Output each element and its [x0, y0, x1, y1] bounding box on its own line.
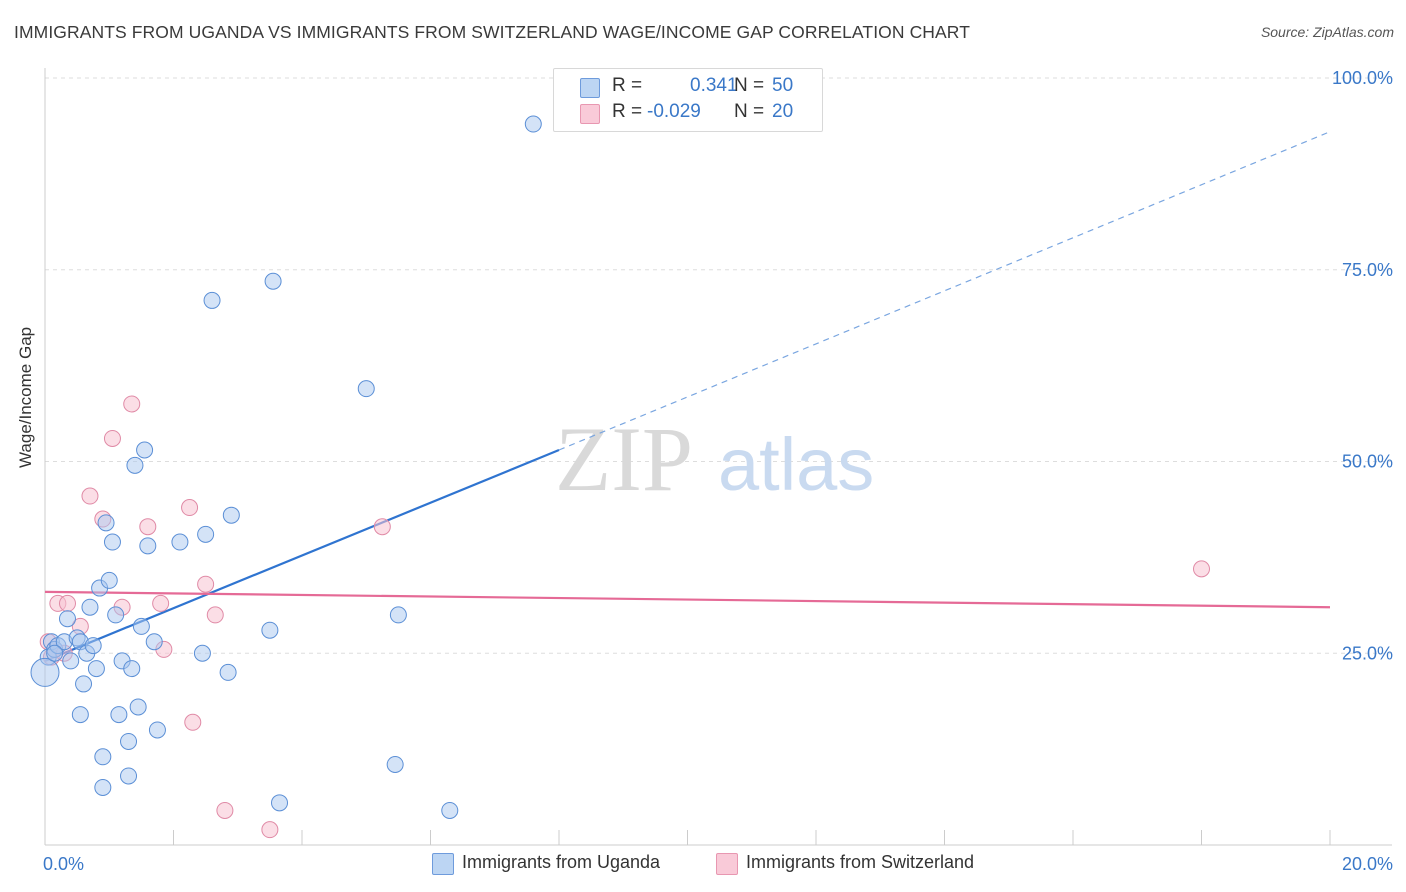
uganda-point	[46, 644, 64, 662]
uganda-point	[136, 441, 154, 459]
y-tick-label: 100.0%	[1332, 68, 1393, 88]
watermark-zip: ZIP	[555, 408, 693, 510]
uganda-point	[94, 748, 112, 766]
uganda-point	[441, 801, 459, 819]
source-label: Source: ZipAtlas.com	[1260, 24, 1394, 40]
correlation-legend: R = 0.341 N = 50 R = -0.029 N = 20	[553, 68, 823, 132]
tick-labels: 25.0% 50.0% 75.0% 100.0% 0.0% 20.0%	[43, 68, 1393, 874]
uganda-point	[129, 698, 147, 716]
legend-swatch-switzerland	[580, 104, 600, 124]
uganda-point	[94, 778, 112, 796]
uganda-point	[197, 525, 215, 543]
uganda-point	[271, 794, 289, 812]
bottom-legend-swatch-uganda	[432, 853, 454, 875]
uganda-point	[110, 706, 128, 724]
uganda-point	[84, 637, 102, 655]
data-points	[30, 115, 1210, 839]
switzerland-point	[216, 801, 234, 819]
uganda-point	[100, 571, 118, 589]
switzerland-point	[81, 487, 99, 505]
uganda-point	[87, 660, 105, 678]
uganda-point	[62, 652, 80, 670]
trend-line-uganda-extension	[558, 131, 1331, 451]
uganda-point	[30, 657, 60, 687]
uganda-point	[103, 533, 121, 551]
uganda-point	[107, 606, 125, 624]
uganda-point	[126, 456, 144, 474]
switzerland-point	[58, 594, 76, 612]
uganda-point	[193, 644, 211, 662]
switzerland-point	[1193, 560, 1210, 578]
bottom-legend-label-switzerland: Immigrants from Switzerland	[746, 852, 975, 872]
uganda-point	[203, 291, 221, 309]
switzerland-point	[184, 713, 202, 731]
uganda-point	[75, 675, 93, 693]
uganda-point	[148, 721, 166, 739]
chart-title: IMMIGRANTS FROM UGANDA VS IMMIGRANTS FRO…	[14, 22, 971, 42]
legend-swatch-uganda	[580, 78, 600, 98]
uganda-point	[171, 533, 189, 551]
uganda-point	[58, 610, 76, 628]
uganda-point	[219, 663, 237, 681]
y-tick-label: 25.0%	[1342, 643, 1393, 663]
legend-n-label: N =	[734, 101, 765, 122]
bottom-legend-label-uganda: Immigrants from Uganda	[462, 852, 661, 872]
uganda-point	[132, 617, 150, 635]
bottom-legend-swatch-switzerland	[716, 853, 738, 875]
watermark-atlas: atlas	[718, 423, 874, 506]
uganda-point	[389, 606, 407, 624]
y-tick-label: 75.0%	[1342, 260, 1393, 280]
switzerland-point	[123, 395, 141, 413]
switzerland-point	[206, 606, 224, 624]
uganda-point	[120, 767, 138, 785]
uganda-point	[264, 272, 282, 290]
switzerland-point	[197, 575, 215, 593]
legend-r-label: R =	[612, 75, 643, 96]
legend-n-value: 20	[772, 101, 794, 122]
uganda-point	[145, 633, 163, 651]
legend-n-value: 50	[772, 75, 794, 96]
trend-line-switzerland	[44, 590, 1331, 609]
uganda-point	[139, 537, 157, 555]
legend-n-label: N =	[734, 75, 765, 96]
uganda-point	[222, 506, 240, 524]
y-tick-label: 50.0%	[1342, 452, 1393, 472]
switzerland-point	[261, 821, 279, 839]
uganda-point	[97, 514, 115, 532]
switzerland-point	[103, 429, 121, 447]
axes	[44, 68, 1392, 846]
legend-r-value: -0.029	[647, 101, 701, 122]
uganda-point	[386, 755, 404, 773]
uganda-point	[123, 660, 141, 678]
y-axis-label: Wage/Income Gap	[16, 326, 35, 468]
switzerland-point	[181, 499, 199, 517]
uganda-point	[120, 732, 138, 750]
switzerland-point	[373, 518, 391, 536]
switzerland-point	[152, 594, 170, 612]
legend-r-label: R =	[612, 101, 643, 122]
switzerland-point	[139, 518, 157, 536]
legend-r-value: 0.341	[690, 75, 738, 96]
x-tick-label: 20.0%	[1342, 854, 1393, 874]
trend-lines	[44, 131, 1331, 662]
uganda-point	[81, 598, 99, 616]
gridlines	[45, 77, 1392, 654]
uganda-point	[71, 706, 89, 724]
trend-line-uganda	[44, 448, 560, 662]
uganda-point	[261, 621, 279, 639]
x-tick-label: 0.0%	[43, 854, 84, 874]
uganda-point	[524, 115, 542, 133]
uganda-point	[357, 380, 375, 398]
